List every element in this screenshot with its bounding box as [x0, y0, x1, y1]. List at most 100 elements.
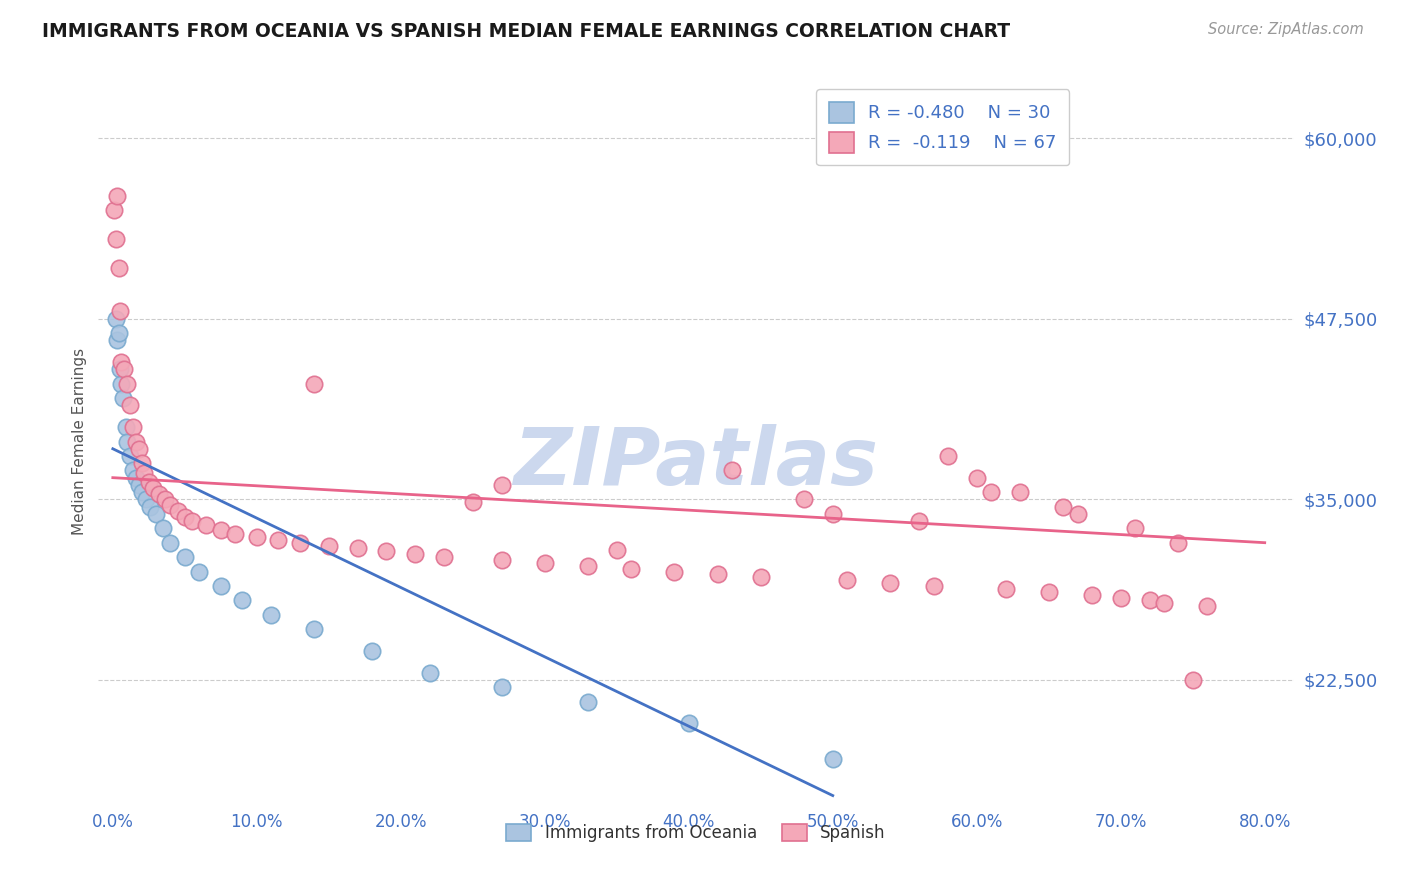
Point [837, 574, 859, 588]
Point [111, 391, 134, 405]
Point [1008, 485, 1031, 500]
Point [1197, 599, 1219, 614]
Point [120, 398, 142, 412]
Point [142, 481, 165, 495]
Point [112, 362, 135, 376]
Point [288, 535, 311, 549]
Point [1167, 535, 1189, 549]
Point [678, 716, 700, 731]
Point [304, 376, 326, 391]
Point [936, 449, 959, 463]
Point [188, 565, 211, 579]
Point [153, 492, 176, 507]
Point [433, 550, 456, 565]
Point [122, 463, 145, 477]
Point [749, 570, 772, 584]
Point [181, 514, 204, 528]
Point [620, 562, 643, 576]
Point [980, 485, 1002, 500]
Point [104, 311, 127, 326]
Point [135, 492, 157, 507]
Point [209, 579, 232, 593]
Legend: Immigrants from Oceania, Spanish: Immigrants from Oceania, Spanish [499, 817, 893, 848]
Point [404, 547, 426, 561]
Point [922, 579, 945, 593]
Point [1066, 507, 1088, 521]
Point [104, 232, 127, 246]
Point [128, 478, 150, 492]
Point [1109, 591, 1132, 605]
Point [166, 504, 188, 518]
Point [114, 420, 136, 434]
Point [125, 434, 148, 449]
Point [152, 521, 174, 535]
Point [115, 376, 138, 391]
Point [419, 665, 441, 680]
Point [110, 376, 132, 391]
Point [375, 544, 398, 558]
Point [108, 304, 131, 318]
Point [159, 535, 181, 549]
Point [115, 434, 138, 449]
Point [148, 486, 170, 500]
Point [1038, 584, 1060, 599]
Point [138, 475, 160, 489]
Point [318, 539, 340, 553]
Point [576, 558, 599, 573]
Point [107, 261, 129, 276]
Text: IMMIGRANTS FROM OCEANIA VS SPANISH MEDIAN FEMALE EARNINGS CORRELATION CHART: IMMIGRANTS FROM OCEANIA VS SPANISH MEDIA… [42, 22, 1011, 41]
Point [159, 498, 181, 512]
Point [361, 644, 384, 658]
Point [108, 362, 131, 376]
Point [107, 326, 129, 340]
Point [120, 449, 142, 463]
Text: ZIPatlas: ZIPatlas [513, 425, 879, 502]
Point [260, 607, 283, 622]
Point [793, 492, 815, 507]
Y-axis label: Median Female Earnings: Median Female Earnings [72, 348, 87, 535]
Point [1052, 500, 1074, 514]
Point [879, 576, 901, 591]
Point [131, 485, 153, 500]
Point [346, 541, 368, 556]
Point [110, 355, 132, 369]
Point [1181, 673, 1204, 687]
Point [173, 509, 195, 524]
Point [821, 752, 844, 766]
Point [304, 623, 326, 637]
Point [103, 203, 125, 218]
Point [533, 556, 555, 570]
Point [966, 470, 988, 484]
Point [131, 456, 153, 470]
Point [105, 334, 128, 348]
Point [706, 567, 728, 582]
Point [821, 507, 844, 521]
Point [721, 463, 744, 477]
Point [491, 553, 513, 567]
Point [576, 695, 599, 709]
Point [195, 518, 218, 533]
Point [267, 533, 290, 547]
Point [231, 593, 253, 607]
Point [664, 565, 686, 579]
Point [1139, 593, 1161, 607]
Point [1123, 521, 1146, 535]
Point [209, 523, 232, 537]
Point [134, 467, 156, 481]
Point [1153, 596, 1175, 610]
Point [122, 420, 145, 434]
Point [145, 507, 167, 521]
Point [246, 530, 269, 544]
Point [491, 680, 513, 694]
Point [105, 189, 128, 203]
Point [461, 495, 484, 509]
Point [173, 550, 195, 565]
Point [139, 500, 162, 514]
Point [1081, 588, 1104, 602]
Text: Source: ZipAtlas.com: Source: ZipAtlas.com [1208, 22, 1364, 37]
Point [491, 478, 513, 492]
Point [224, 527, 246, 541]
Point [994, 582, 1017, 596]
Point [125, 470, 148, 484]
Point [128, 442, 150, 456]
